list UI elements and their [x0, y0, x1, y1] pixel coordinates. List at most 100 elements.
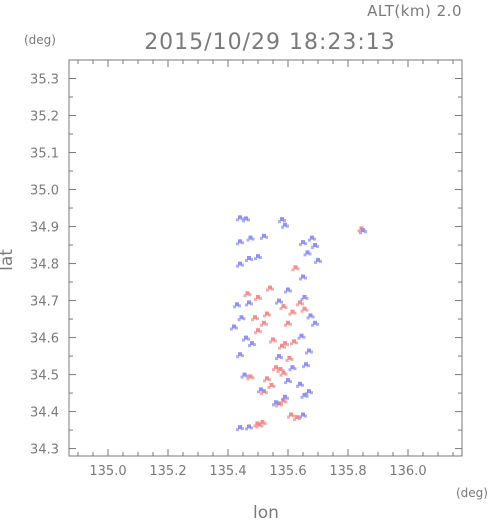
blue-echo-point	[251, 237, 255, 241]
blue-echo-point	[300, 297, 304, 301]
blue-echo-point	[313, 320, 317, 325]
blue-echo-point	[286, 287, 290, 292]
blue-echo-point	[238, 239, 242, 244]
blue-echo-point	[250, 341, 254, 346]
red-echo-point	[284, 306, 288, 310]
blue-echo-point	[305, 392, 308, 396]
y-tick-label: 34.9	[30, 221, 59, 236]
blue-echo-point	[248, 235, 253, 240]
blue-echo-point	[259, 387, 263, 392]
red-echo-point	[253, 424, 257, 428]
blue-echo-point	[242, 338, 245, 342]
blue-echo-point	[301, 240, 305, 245]
red-echo-point	[272, 384, 276, 388]
blue-echo-point	[237, 318, 241, 322]
red-echo-point	[274, 365, 278, 370]
red-echo-point	[265, 376, 269, 381]
red-echo-point	[293, 418, 296, 422]
red-echo-point	[265, 311, 269, 316]
red-echo-point	[255, 425, 259, 429]
altitude-label: ALT(km) 2.0	[367, 2, 462, 20]
red-echo-point	[271, 337, 275, 342]
blue-echo-point	[247, 218, 250, 222]
blue-echo-point	[313, 243, 317, 247]
blue-echo-point	[239, 315, 244, 320]
red-echo-point	[260, 420, 265, 424]
blue-echo-point	[242, 372, 247, 377]
red-echo-point	[286, 320, 290, 325]
red-echo-point	[293, 311, 297, 315]
blue-echo-point	[283, 222, 287, 227]
blue-echo-point	[316, 245, 319, 248]
red-echo-point	[255, 421, 260, 426]
red-echo-point	[248, 374, 253, 379]
red-echo-point	[269, 382, 274, 387]
red-echo-point	[256, 294, 260, 299]
red-echo-point	[245, 291, 250, 296]
red-echo-point	[281, 369, 285, 372]
y-tick-label: 34.7	[30, 295, 59, 310]
blue-echo-point	[272, 403, 275, 407]
blue-echo-point	[242, 219, 245, 223]
blue-echo-point	[286, 378, 290, 383]
blue-echo-point	[233, 305, 236, 309]
blue-echo-point	[316, 322, 319, 326]
blue-echo-point	[256, 254, 260, 259]
red-echo-point	[302, 306, 307, 311]
red-echo-point	[258, 423, 262, 427]
red-echo-point	[251, 376, 255, 380]
blue-echo-point	[306, 316, 310, 320]
blue-echo-point	[301, 383, 304, 387]
red-echo-point	[305, 308, 309, 312]
blue-echo-point	[274, 400, 278, 405]
red-echo-point	[268, 313, 271, 317]
blue-echo-point	[296, 384, 299, 388]
blue-echo-point	[245, 374, 249, 378]
x-tick-label: 135.8	[329, 464, 366, 479]
blue-echo-point	[298, 381, 302, 386]
y-tick-label: 34.8	[30, 258, 59, 273]
red-echo-point	[285, 358, 289, 362]
blue-echo-point	[254, 257, 257, 261]
blue-echo-point	[275, 357, 278, 361]
red-echo-point	[290, 309, 295, 314]
blue-echo-point	[236, 355, 239, 359]
red-echo-point	[251, 318, 254, 322]
red-echo-point	[279, 307, 283, 311]
red-echo-point	[265, 322, 268, 326]
blue-echo-point	[248, 344, 251, 348]
blue-echo-point	[242, 317, 246, 321]
x-tick-label: 135.2	[149, 464, 186, 479]
blue-echo-point	[301, 412, 305, 417]
blue-echo-point	[280, 217, 284, 222]
blue-echo-point	[238, 261, 242, 266]
blue-echo-point	[277, 402, 280, 406]
blue-echo-point	[245, 303, 248, 307]
red-echo-point	[263, 379, 266, 383]
red-echo-point	[357, 229, 361, 233]
blue-echo-point	[246, 238, 250, 242]
red-echo-point	[253, 315, 257, 320]
blue-echo-point	[359, 231, 362, 235]
red-echo-point	[275, 404, 278, 408]
red-echo-point	[254, 331, 257, 335]
blue-echo-point	[235, 302, 239, 307]
y-tick-label: 35.0	[30, 184, 59, 199]
red-echo-point	[295, 341, 298, 345]
red-echo-point	[278, 346, 281, 350]
red-echo-point	[263, 422, 267, 425]
red-echo-point	[271, 287, 274, 291]
blue-echo-point	[311, 323, 314, 327]
blue-echo-point	[238, 304, 241, 308]
x-tick-label: 135.6	[269, 464, 306, 479]
y-tick-label: 35.3	[30, 73, 59, 88]
blue-echo-point	[247, 424, 251, 429]
blue-echo-point	[253, 343, 256, 347]
blue-echo-point	[245, 259, 248, 262]
red-echo-point	[290, 342, 293, 346]
red-echo-point	[266, 288, 269, 292]
blue-echo-point	[305, 351, 308, 355]
blue-echo-point	[241, 427, 244, 431]
y-tick-label: 35.2	[30, 110, 59, 125]
